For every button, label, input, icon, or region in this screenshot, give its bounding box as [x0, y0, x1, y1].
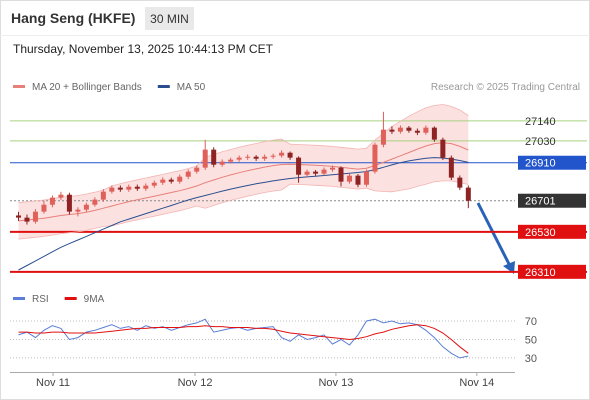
candle-body [397, 127, 403, 132]
candle-body [287, 152, 293, 158]
candle-body [363, 171, 369, 185]
x-tick-label: Nov 14 [459, 377, 494, 389]
interval: 30 MIN [150, 12, 189, 26]
candle-body [262, 156, 268, 159]
candle-body [304, 171, 310, 175]
candle-body [296, 157, 302, 175]
candle-body [160, 179, 166, 183]
candle-body [431, 127, 437, 140]
candle-body [151, 182, 157, 186]
credit: Research © 2025 Trading Central [431, 82, 580, 93]
candle-body [24, 217, 30, 222]
band-upper [18, 104, 469, 204]
band-lower [18, 180, 469, 240]
y-tick-label: 30 [525, 353, 537, 365]
candle-body [389, 129, 395, 132]
x-tick-label: Nov 11 [36, 377, 70, 389]
candle-body [372, 144, 378, 172]
candle-body [465, 187, 471, 201]
ma-line [18, 142, 469, 222]
title: Hang Seng (HKFE) [11, 10, 135, 26]
ma-line [18, 157, 469, 271]
candle-body [279, 152, 285, 156]
candle-body [330, 167, 336, 170]
candle-body [406, 127, 412, 131]
forecast-arrow [476, 202, 512, 267]
candle-body [355, 175, 361, 185]
candle-body [380, 129, 386, 145]
level-label: 27030 [525, 136, 556, 148]
candle-body [219, 161, 225, 165]
candle-body [143, 185, 149, 189]
legend-swatch [64, 297, 77, 300]
candle-body [236, 157, 242, 160]
rsi-line [18, 324, 469, 354]
candle-body [448, 157, 454, 178]
candle-body [414, 130, 420, 133]
y-tick-label: 50 [525, 334, 537, 346]
candle-body [83, 204, 89, 210]
candle-body [109, 187, 115, 192]
candle-body [313, 171, 319, 174]
candle-body [228, 159, 234, 162]
candle-body [253, 156, 259, 159]
datetime: Thursday, November 13, 2025 10:44:13 PM … [13, 42, 274, 56]
candle-body [457, 177, 463, 188]
level-label: 26310 [525, 267, 556, 279]
legend-label: RSI [32, 294, 49, 305]
level-box [518, 155, 586, 170]
candle-body [346, 175, 352, 182]
level-label: 26530 [525, 227, 556, 239]
candle-body [211, 149, 217, 165]
x-tick-label: Nov 12 [178, 377, 213, 389]
candle-body [66, 194, 72, 212]
level-label: 27140 [525, 116, 556, 128]
level-label: 26701 [525, 196, 556, 208]
candle-body [134, 186, 140, 189]
candle-body [168, 179, 174, 182]
legend-swatch [13, 85, 25, 88]
x-tick-label: Nov 13 [318, 377, 353, 389]
level-box [518, 264, 586, 279]
candle-body [92, 199, 98, 205]
candle-body [126, 186, 132, 190]
candle-body [270, 155, 276, 157]
candle-body [41, 204, 47, 212]
candle-body [100, 191, 106, 200]
level-box [518, 193, 586, 208]
candle-body [245, 156, 251, 158]
legend-label: 9MA [84, 294, 105, 305]
candle-body [423, 127, 429, 133]
level-label: 26910 [525, 158, 556, 170]
candle-body [194, 167, 200, 172]
candle-body [15, 215, 21, 218]
candle-body [58, 194, 64, 198]
candle-body [49, 197, 55, 205]
legend-swatch [157, 85, 170, 88]
candle-body [177, 176, 183, 182]
candle-body [202, 149, 208, 168]
arrow-head [503, 261, 515, 274]
candle-body [117, 187, 123, 190]
rsi-line [18, 318, 469, 359]
legend-swatch [13, 297, 25, 300]
candle-body [32, 211, 38, 222]
level-box [518, 224, 586, 239]
candle-body [75, 209, 81, 212]
legend-label: MA 20 + Bollinger Bands [32, 82, 142, 93]
candle-body [440, 139, 446, 158]
legend-label: MA 50 [177, 82, 206, 93]
candle-body [185, 171, 191, 177]
y-tick-label: 70 [525, 316, 537, 328]
candle-body [338, 167, 344, 182]
interval-badge [145, 7, 194, 30]
candle-body [321, 169, 327, 174]
